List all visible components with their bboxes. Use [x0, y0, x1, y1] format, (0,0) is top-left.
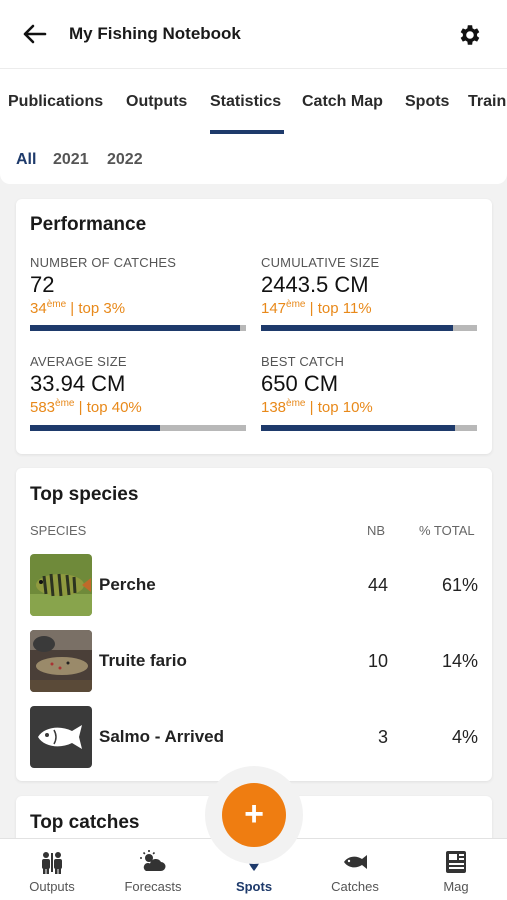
- stat-progress-bar: [261, 425, 477, 431]
- stat-progress-bar: [261, 325, 477, 331]
- perch-photo: [30, 554, 92, 616]
- performance-card: Performance NUMBER OF CATCHES 72 34ème |…: [16, 199, 492, 454]
- trout-photo: [30, 630, 92, 692]
- tab-outputs[interactable]: Outputs: [126, 93, 188, 110]
- plus-icon: +: [244, 795, 264, 833]
- weather-icon: [140, 850, 166, 871]
- nav-label: Mag: [443, 879, 469, 894]
- add-catch-button[interactable]: +: [222, 783, 286, 847]
- active-tab-indicator: [210, 130, 284, 134]
- stat-value: 72: [30, 272, 55, 297]
- species-count: 44: [367, 575, 388, 595]
- fish-placeholder-icon: [30, 706, 92, 768]
- stat-label: NUMBER OF CATCHES: [30, 255, 177, 270]
- section-tabs: Publications Outputs Statistics Catch Ma…: [0, 68, 507, 134]
- nav-label: Forecasts: [124, 879, 182, 894]
- fish-icon: [344, 855, 367, 869]
- stat-rank: 147ème | top 11%: [261, 299, 372, 317]
- newspaper-icon: [446, 851, 466, 873]
- stat-label: BEST CATCH: [261, 354, 345, 369]
- year-all[interactable]: All: [16, 151, 37, 168]
- species-name: Salmo - Arrived: [99, 727, 225, 746]
- stat-progress-bar: [30, 325, 246, 331]
- stat-rank: 34ème | top 3%: [30, 299, 126, 317]
- species-name: Perche: [99, 575, 156, 594]
- stat-rank: 138ème | top 10%: [261, 398, 373, 416]
- nav-catches[interactable]: Catches: [305, 839, 405, 900]
- species-count: 3: [377, 727, 388, 747]
- species-percent: 61%: [441, 575, 478, 595]
- top-species-title: Top species: [30, 484, 139, 505]
- column-header-nb: NB: [367, 523, 386, 538]
- people-icon: [42, 852, 62, 874]
- column-header-total: % TOTAL: [419, 523, 475, 538]
- column-header-species: SPECIES: [30, 523, 87, 538]
- nav-mag[interactable]: Mag: [406, 839, 506, 900]
- species-row[interactable]: Perche 44 61%: [30, 554, 478, 616]
- tab-publications[interactable]: Publications: [8, 93, 104, 110]
- stat-value: 650 CM: [261, 371, 339, 396]
- nav-outputs[interactable]: Outputs: [2, 839, 102, 900]
- stat-progress-bar: [30, 425, 246, 431]
- year-2022[interactable]: 2022: [107, 151, 143, 168]
- species-count: 10: [367, 651, 388, 671]
- nav-label: Catches: [331, 879, 379, 894]
- gear-icon[interactable]: [456, 22, 482, 48]
- species-percent: 4%: [451, 727, 478, 747]
- species-name: Truite fario: [99, 651, 187, 670]
- tab-spots[interactable]: Spots: [405, 93, 450, 110]
- arrow-left-icon[interactable]: [20, 20, 48, 48]
- stat-value: 33.94 CM: [30, 371, 126, 396]
- stat-value: 2443.5 CM: [261, 272, 369, 297]
- tab-catch-map[interactable]: Catch Map: [302, 93, 383, 110]
- stat-rank: 583ème | top 40%: [30, 398, 142, 416]
- species-row[interactable]: Salmo - Arrived 3 4%: [30, 706, 478, 768]
- nav-label: Outputs: [29, 879, 75, 894]
- app-header: My Fishing Notebook: [0, 0, 507, 68]
- top-catches-title: Top catches: [30, 812, 140, 833]
- year-2021[interactable]: 2021: [53, 151, 89, 168]
- stat-label: AVERAGE SIZE: [30, 354, 127, 369]
- nav-forecasts[interactable]: Forecasts: [103, 839, 203, 900]
- stat-label: CUMULATIVE SIZE: [261, 255, 380, 270]
- top-species-card: Top species SPECIES NB % TOTAL Perche 44…: [16, 468, 492, 781]
- tab-statistics[interactable]: Statistics: [210, 93, 282, 110]
- species-row[interactable]: Truite fario 10 14%: [30, 630, 478, 692]
- page-title: My Fishing Notebook: [69, 24, 241, 43]
- species-percent: 14%: [441, 651, 478, 671]
- year-filter: All 2021 2022: [0, 134, 507, 184]
- performance-title: Performance: [30, 214, 147, 235]
- nav-label: Spots: [235, 879, 273, 894]
- tab-train[interactable]: Train: [468, 93, 507, 110]
